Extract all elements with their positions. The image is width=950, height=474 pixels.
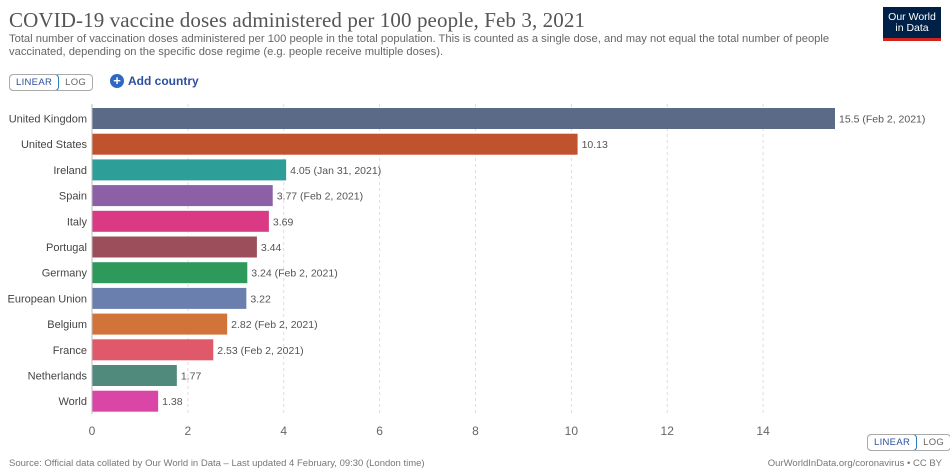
x-tick-label: 8 [472, 424, 479, 438]
scale-toggle-top: LINEAR LOG [9, 74, 94, 91]
x-axis: 0 2 4 6 8 10 12 14 [89, 104, 770, 438]
x-tick-label: 12 [661, 424, 675, 438]
category-label: Ireland [53, 165, 87, 177]
source-note: Source: Official data collated by Our Wo… [9, 458, 425, 469]
category-label: United Kingdom [9, 114, 87, 126]
bar-chart: United Kingdom 15.5 (Feb 2, 2021) United S… [7, 104, 925, 438]
category-label: United States [21, 139, 88, 151]
value-label: 1.77 [181, 371, 202, 383]
bar[interactable] [92, 210, 269, 232]
category-label: Portugal [46, 242, 87, 254]
add-country-label: Add country [128, 74, 199, 88]
value-label: 3.77 (Feb 2, 2021) [277, 191, 363, 203]
value-label: 1.38 [162, 396, 183, 408]
category-label: Netherlands [28, 371, 88, 383]
value-label: 2.53 (Feb 2, 2021) [217, 345, 303, 357]
x-tick-label: 6 [376, 424, 383, 438]
bar[interactable] [92, 313, 228, 335]
add-country-button[interactable]: + Add country [110, 74, 199, 88]
chart-subtitle: Total number of vaccination doses admini… [9, 33, 830, 58]
linear-scale-button-bottom[interactable]: LINEAR [868, 435, 918, 450]
category-label: Spain [59, 191, 87, 203]
chart-title: COVID-19 vaccine doses administered per … [9, 8, 586, 32]
bar[interactable] [92, 236, 257, 258]
logo-accent-bar [883, 38, 941, 41]
bar[interactable] [92, 159, 287, 181]
grid-layer [187, 104, 764, 414]
bar[interactable] [92, 339, 214, 361]
credit-link[interactable]: OurWorldInData.org/coronavirus • CC BY [767, 458, 942, 469]
x-tick-label: 4 [280, 424, 287, 438]
bar[interactable] [92, 262, 248, 284]
category-label: Germany [42, 268, 88, 280]
bar[interactable] [92, 108, 835, 129]
bar-layer: United Kingdom 15.5 (Feb 2, 2021) United S… [7, 108, 925, 412]
plus-icon: + [110, 74, 124, 88]
owid-logo[interactable]: Our World in Data [883, 7, 941, 41]
x-tick-label: 14 [756, 424, 770, 438]
category-label: Belgium [47, 319, 87, 331]
logo-line-2: in Data [895, 22, 929, 34]
category-label: Italy [67, 216, 88, 228]
log-scale-button[interactable]: LOG [65, 77, 87, 88]
x-tick-label: 0 [89, 424, 96, 438]
bar[interactable] [92, 185, 273, 207]
value-label: 3.22 [250, 293, 271, 305]
bar[interactable] [92, 133, 578, 155]
bar[interactable] [92, 390, 159, 412]
category-label: France [53, 345, 87, 357]
linear-scale-button[interactable]: LINEAR [10, 75, 60, 90]
category-label: World [58, 396, 87, 408]
value-label: 3.69 [273, 216, 294, 228]
value-label: 3.44 [261, 242, 282, 254]
logo-line-1: Our World [888, 11, 936, 23]
category-label: European Union [7, 293, 87, 305]
x-tick-label: 2 [185, 424, 192, 438]
value-label: 3.24 (Feb 2, 2021) [251, 268, 337, 280]
bar[interactable] [92, 365, 177, 386]
x-tick-label: 10 [565, 424, 579, 438]
scale-toggle-bottom: LINEAR LOG [867, 434, 950, 451]
value-label: 15.5 (Feb 2, 2021) [839, 114, 925, 126]
bar[interactable] [92, 287, 247, 309]
value-label: 2.82 (Feb 2, 2021) [231, 319, 317, 331]
value-label: 4.05 (Jan 31, 2021) [290, 165, 381, 177]
value-label: 10.13 [582, 139, 608, 151]
log-scale-button-bottom[interactable]: LOG [923, 437, 945, 448]
